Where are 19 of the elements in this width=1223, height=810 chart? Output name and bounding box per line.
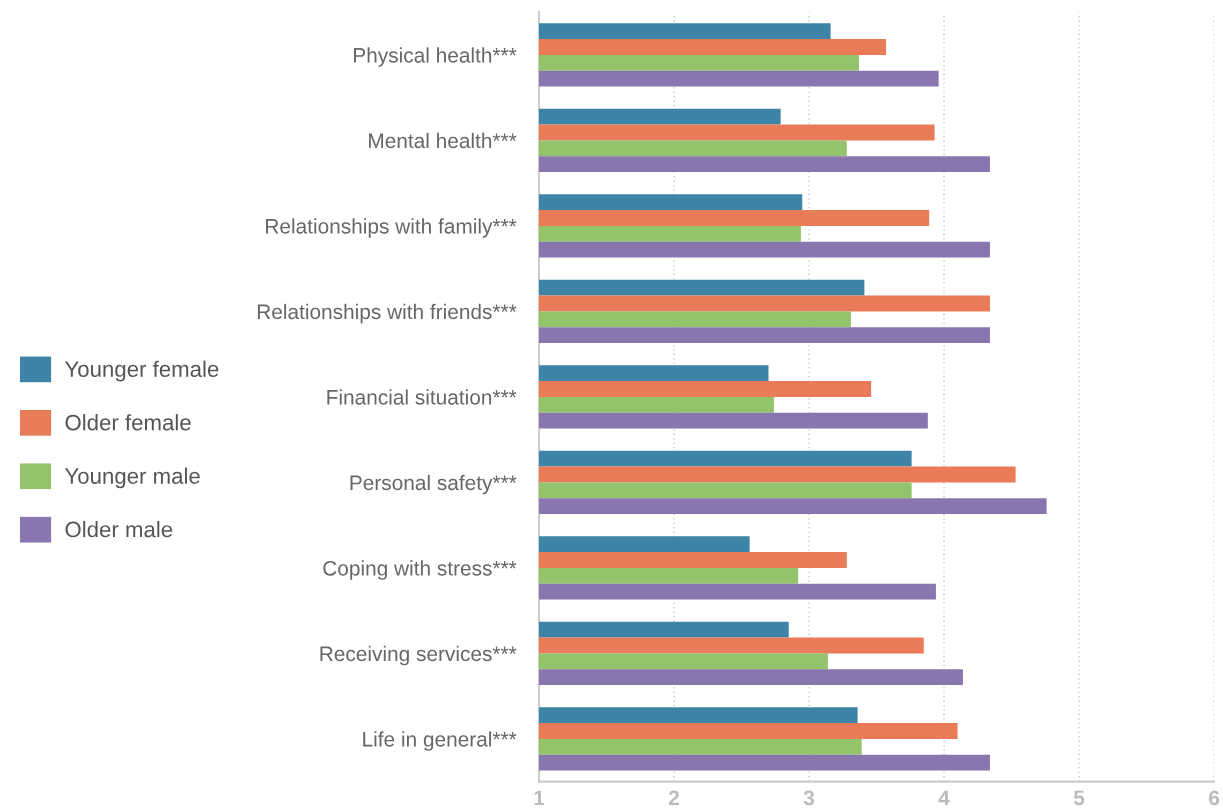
y-tick-label: Receiving services***: [320, 645, 517, 666]
y-tick-label: Life in general***: [363, 731, 517, 751]
x-tick-label: 3: [803, 790, 815, 806]
x-tick-label: 2: [668, 790, 679, 806]
y-tick-label: Personal safety***: [350, 474, 517, 495]
y-tick-label: Coping with stress***: [323, 560, 517, 580]
y-tick-label: Financial situation***: [327, 389, 517, 405]
legend-label: Older male: [65, 521, 173, 538]
y-tick-label: Relationships with family***: [266, 218, 517, 238]
x-tick-label: 5: [1073, 790, 1085, 806]
y-tick-label: Relationships with friends***: [257, 303, 517, 324]
y-tick-label: Physical health***: [354, 47, 517, 67]
legend-label: Older female: [65, 414, 191, 431]
x-tick-label: 1: [534, 790, 545, 806]
x-tick-label: 6: [1209, 790, 1220, 806]
legend-label: Younger male: [64, 467, 200, 489]
x-tick-label: 4: [938, 790, 950, 806]
legend-label: Younger female: [64, 360, 219, 382]
y-tick-label: Mental health***: [369, 132, 517, 149]
